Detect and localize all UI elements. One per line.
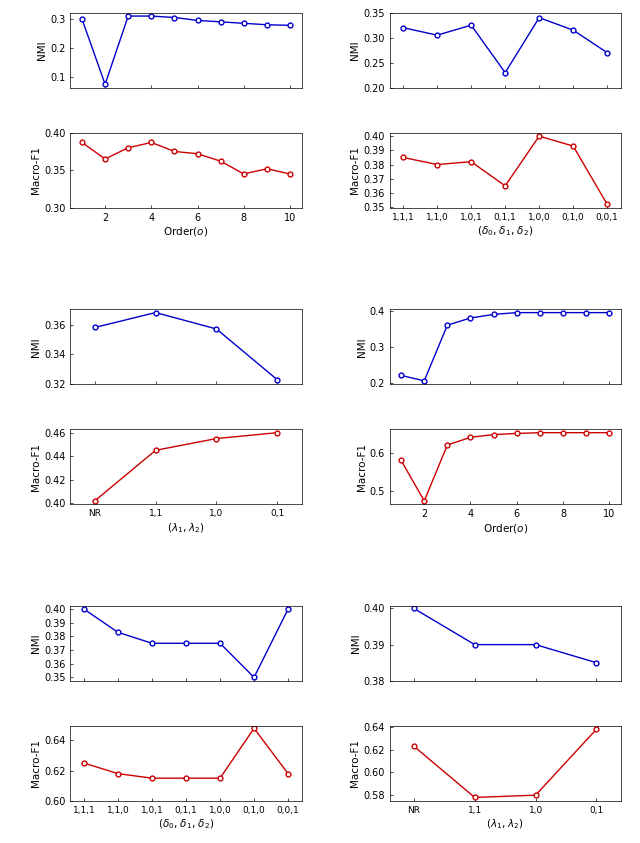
Y-axis label: Macro-F1: Macro-F1	[31, 443, 41, 491]
X-axis label: ($\lambda_1$, $\lambda_2$): ($\lambda_1$, $\lambda_2$)	[486, 818, 524, 831]
X-axis label: ($\delta_0$, $\delta_1$, $\delta_2$): ($\delta_0$, $\delta_1$, $\delta_2$)	[158, 818, 214, 831]
Text: (e)  Citeseer, SGR(1) ($\delta_*$): (e) Citeseer, SGR(1) ($\delta_*$)	[115, 824, 257, 837]
Y-axis label: NMI: NMI	[350, 40, 360, 60]
Text: (f)  Citeseer, SGR(R) ($\lambda_*$): (f) Citeseer, SGR(R) ($\lambda_*$)	[435, 824, 575, 837]
X-axis label: Order($o$): Order($o$)	[483, 522, 528, 535]
Y-axis label: NMI: NMI	[351, 633, 360, 653]
X-axis label: ($\lambda_1$, $\lambda_2$): ($\lambda_1$, $\lambda_2$)	[167, 521, 205, 534]
Y-axis label: Macro-F1: Macro-F1	[356, 443, 367, 491]
Y-axis label: Macro-F1: Macro-F1	[351, 739, 360, 787]
X-axis label: Order($o$): Order($o$)	[163, 225, 209, 239]
Text: (a)  Cornell, SGR(0) ($o$): (a) Cornell, SGR(0) ($o$)	[122, 231, 250, 244]
Y-axis label: NMI: NMI	[31, 337, 41, 357]
Y-axis label: Macro-F1: Macro-F1	[351, 146, 360, 194]
Text: (d)  Citeseer, SGR(0) ($o$): (d) Citeseer, SGR(0) ($o$)	[438, 528, 573, 540]
Text: (b)  Cornell, SGR(1) ($\delta_*$): (b) Cornell, SGR(1) ($\delta_*$)	[437, 231, 573, 244]
Y-axis label: Macro-F1: Macro-F1	[31, 739, 41, 787]
Y-axis label: NMI: NMI	[37, 40, 47, 60]
Text: (c)  Cornell, SGR(R) ($\lambda_*$): (c) Cornell, SGR(R) ($\lambda_*$)	[118, 528, 253, 540]
Y-axis label: Macro-F1: Macro-F1	[31, 146, 41, 194]
Y-axis label: NMI: NMI	[31, 633, 41, 653]
Y-axis label: NMI: NMI	[356, 337, 367, 357]
X-axis label: ($\delta_0$, $\delta_1$, $\delta_2$): ($\delta_0$, $\delta_1$, $\delta_2$)	[477, 224, 533, 238]
